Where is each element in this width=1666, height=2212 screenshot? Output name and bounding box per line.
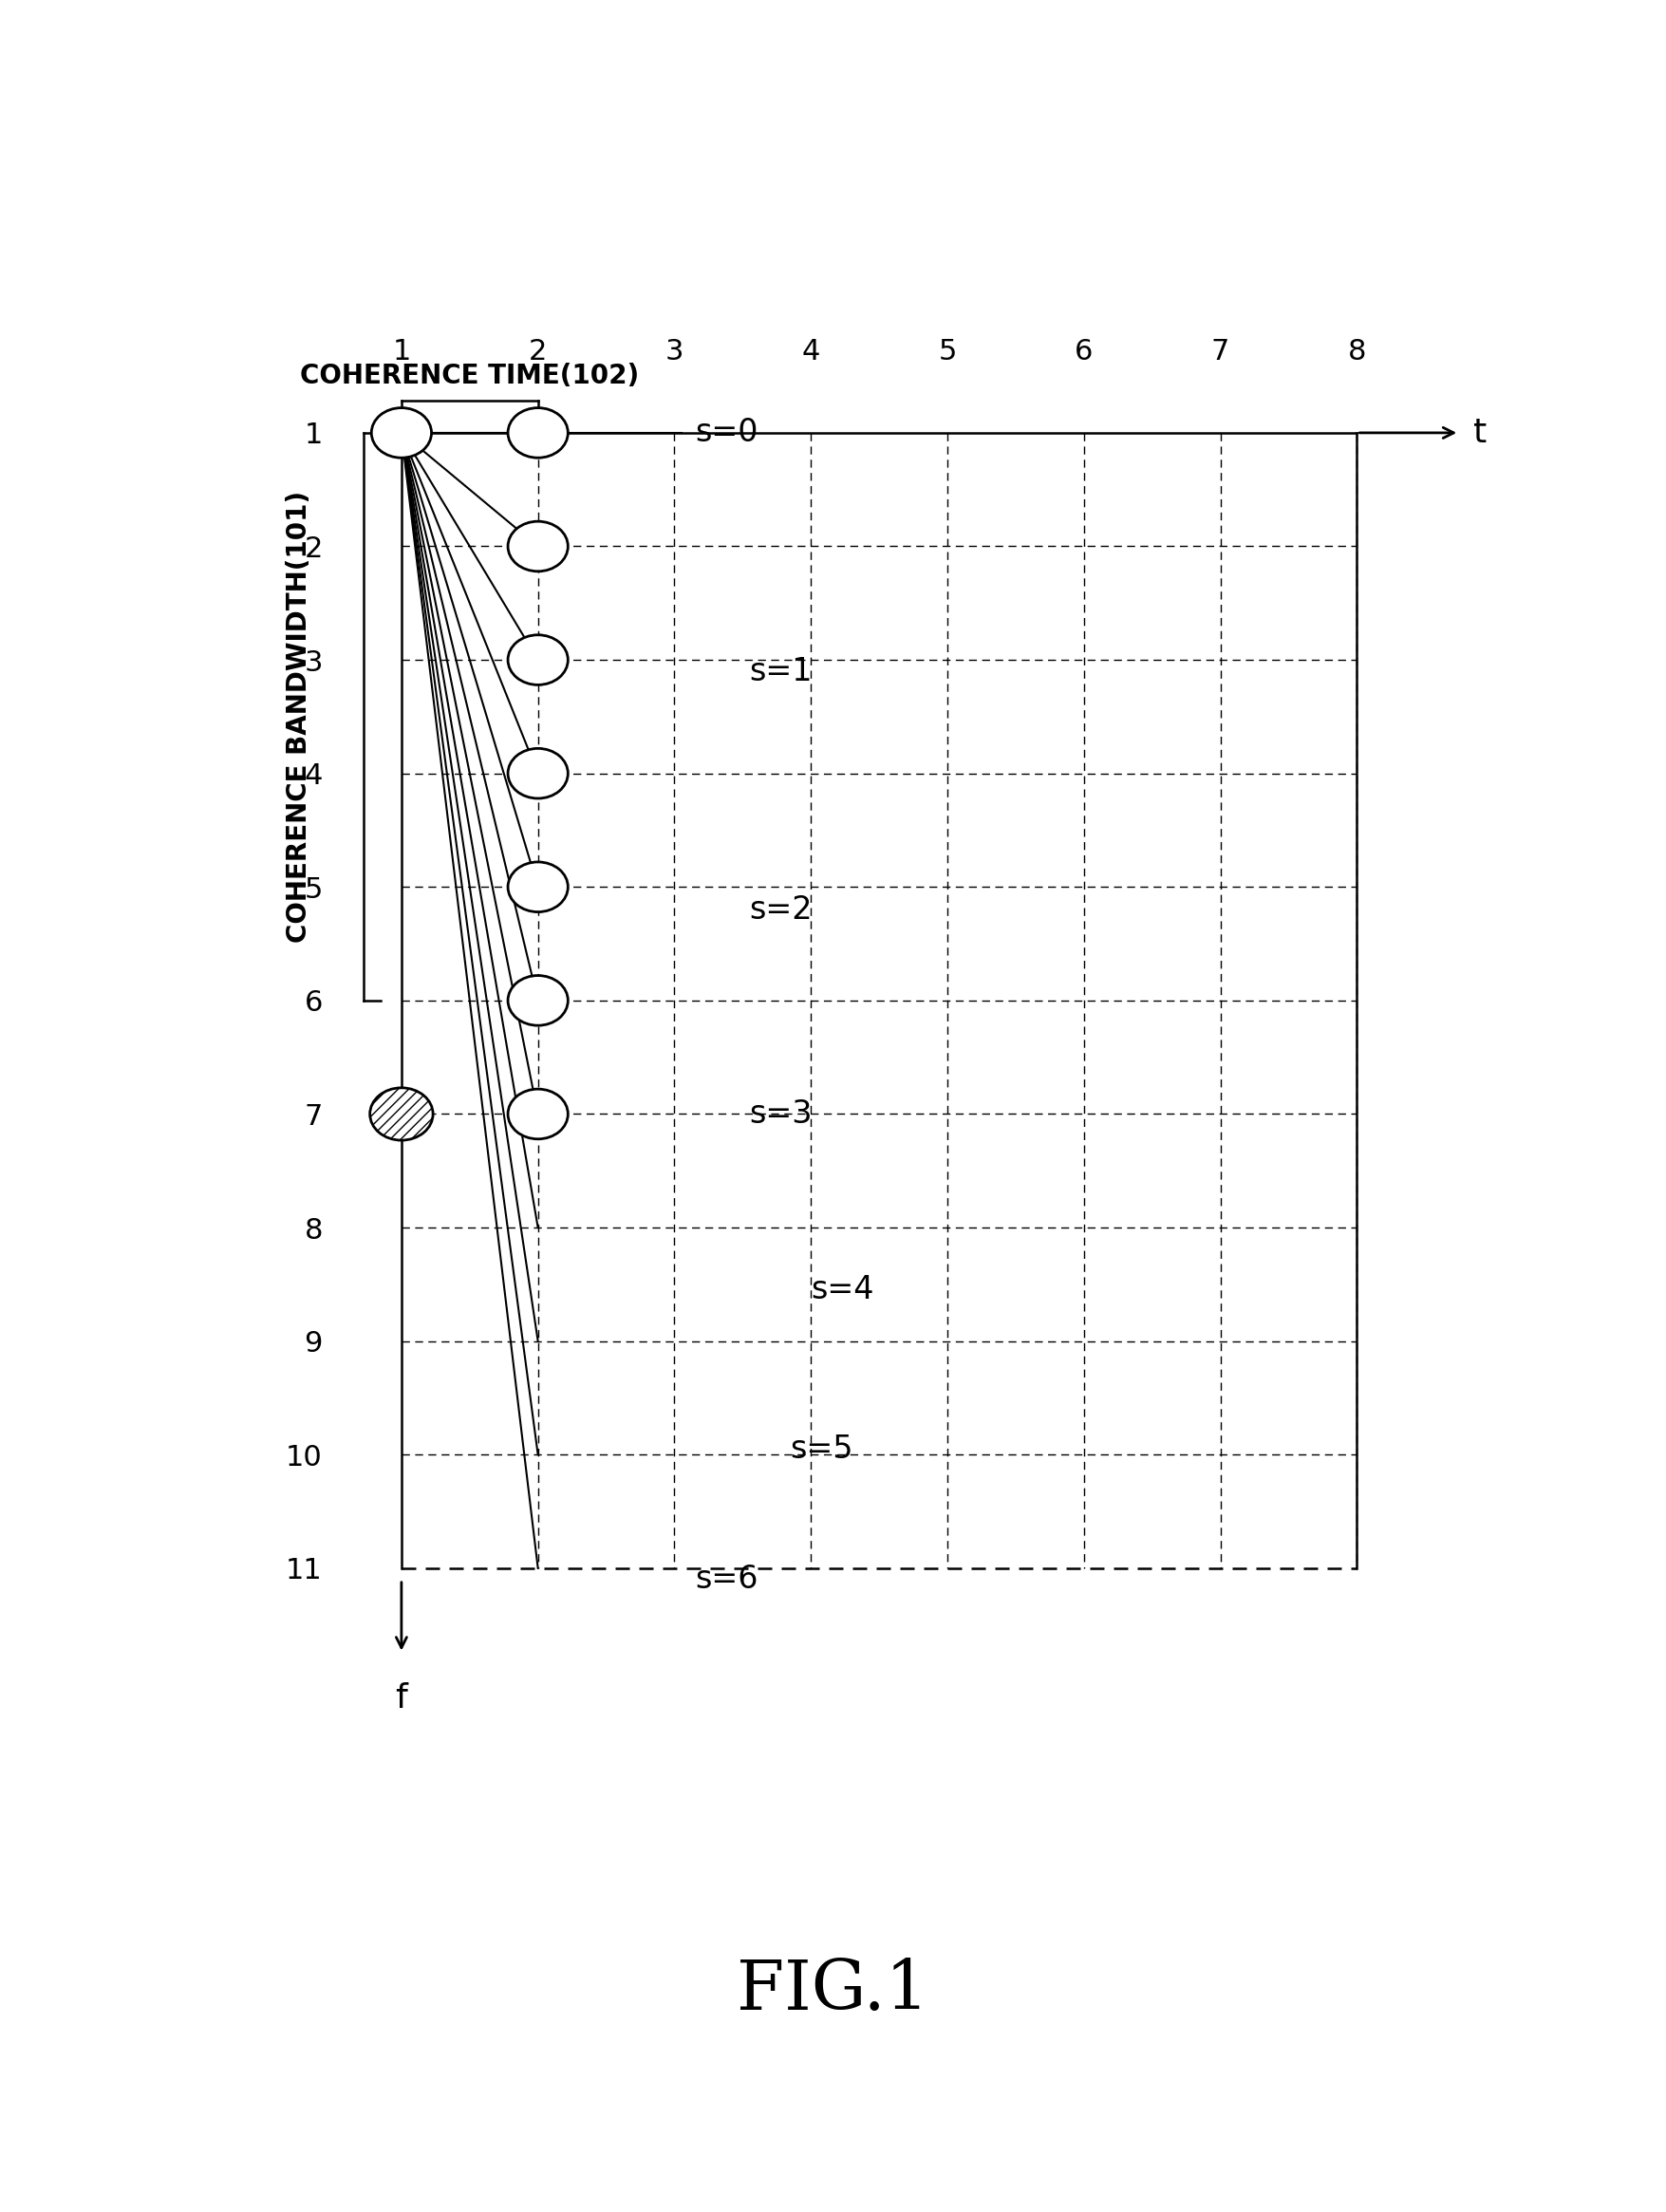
Circle shape: [372, 407, 431, 458]
Text: COHERENCE TIME(102): COHERENCE TIME(102): [300, 363, 640, 389]
Circle shape: [508, 1088, 568, 1139]
Text: COHERENCE BANDWIDTH(101): COHERENCE BANDWIDTH(101): [287, 491, 312, 942]
Text: s=1: s=1: [750, 655, 813, 688]
Circle shape: [508, 635, 568, 686]
Circle shape: [508, 522, 568, 571]
Circle shape: [370, 1088, 433, 1139]
Text: f: f: [395, 1683, 408, 1714]
Text: FIG.1: FIG.1: [736, 1958, 930, 2024]
Text: s=4: s=4: [811, 1274, 875, 1305]
Circle shape: [508, 975, 568, 1026]
Circle shape: [508, 748, 568, 799]
Text: s=5: s=5: [790, 1433, 853, 1464]
Text: s=3: s=3: [750, 1099, 813, 1130]
Text: s=0: s=0: [695, 418, 758, 449]
Circle shape: [508, 407, 568, 458]
Text: s=2: s=2: [750, 894, 813, 925]
Text: t: t: [1473, 416, 1486, 449]
Text: s=6: s=6: [695, 1564, 758, 1595]
Circle shape: [508, 863, 568, 911]
